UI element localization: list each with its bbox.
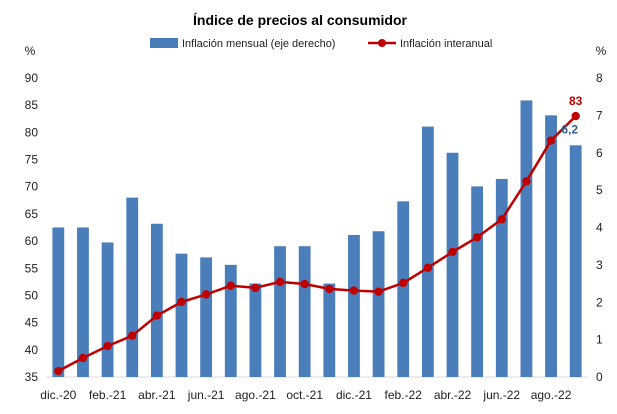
left-tick-label: 70 (25, 180, 39, 194)
right-tick-label: 0 (596, 370, 603, 384)
monthly-bar (397, 201, 410, 377)
annual-point (201, 290, 211, 299)
monthly-bar (126, 197, 139, 377)
annual-point (497, 215, 506, 224)
chart-title: Índice de precios al consumidor (193, 12, 407, 28)
annual-point (325, 284, 334, 294)
right-tick-label: 5 (596, 183, 603, 197)
right-tick-label: 3 (596, 258, 603, 272)
annual-point (571, 111, 580, 121)
monthly-bar (372, 231, 385, 377)
monthly-bar (52, 227, 65, 377)
annual-point (448, 247, 457, 257)
x-tick-label: abr.-22 (434, 388, 472, 402)
monthly-bar (200, 257, 213, 377)
annual-point (275, 277, 285, 287)
annual-point (374, 287, 383, 296)
left-axis-unit: % (25, 44, 36, 58)
x-tick-label: ago.-22 (531, 388, 572, 402)
left-tick-label: 65 (25, 207, 39, 221)
monthly-bar (421, 126, 434, 378)
monthly-last-value-label: 6,2 (561, 122, 578, 136)
right-axis-unit: % (596, 44, 607, 58)
left-tick-label: 75 (25, 153, 39, 167)
x-tick-label: dic.-21 (336, 388, 372, 402)
annual-point (349, 286, 359, 295)
x-tick-label: abr.-21 (138, 388, 176, 402)
annual-point (423, 263, 433, 272)
annual-point (522, 177, 531, 186)
monthly-bar (495, 178, 508, 377)
monthly-bar (175, 253, 188, 377)
right-tick-label: 6 (596, 146, 603, 160)
annual-point (152, 311, 162, 320)
monthly-bar (520, 100, 533, 378)
legend-label-annual: Inflación interanual (400, 38, 492, 50)
monthly-bar (348, 234, 360, 377)
monthly-bar (323, 283, 336, 377)
annual-point (226, 281, 235, 290)
x-tick-label: oct.-21 (286, 388, 323, 402)
monthly-bar (101, 242, 114, 377)
left-tick-label: 45 (25, 316, 39, 330)
monthly-bar (298, 246, 311, 377)
monthly-bar (274, 246, 286, 377)
x-tick-label: dic.-20 (40, 388, 76, 402)
monthly-bar (471, 186, 484, 377)
x-tick-label: ago.-21 (235, 388, 276, 402)
legend-swatch-monthly (150, 38, 178, 48)
annual-point (546, 136, 556, 145)
left-tick-label: 90 (25, 71, 39, 85)
annual-last-value-label: 83 (569, 94, 583, 108)
left-tick-label: 40 (25, 343, 39, 357)
left-tick-label: 50 (25, 288, 39, 302)
annual-line-path (57, 115, 577, 373)
left-axis-ticks: 35 40 45 50 55 60 65 70 75 80 85 90 (25, 71, 39, 384)
x-tick-label: feb.-22 (385, 388, 423, 402)
legend-label-monthly: Inflación mensual (eje derecho) (182, 38, 335, 50)
data-annotations: 836,2 (561, 94, 582, 136)
left-tick-label: 80 (25, 125, 39, 139)
monthly-bar (446, 152, 459, 377)
annual-point (251, 283, 260, 293)
annual-point (399, 278, 408, 288)
monthly-bar (249, 283, 262, 377)
annual-point (54, 366, 63, 376)
x-tick-label: feb.-21 (89, 388, 127, 402)
monthly-bar (224, 264, 237, 377)
annual-point (177, 297, 186, 307)
annual-point (128, 331, 137, 340)
monthly-bars (52, 100, 582, 378)
annual-point (472, 233, 482, 242)
monthly-bar (150, 223, 163, 377)
left-tick-label: 55 (25, 261, 39, 275)
monthly-bar (545, 115, 557, 377)
x-tick-label: jun.-22 (482, 388, 520, 402)
right-tick-label: 2 (596, 295, 603, 309)
x-tick-label: jun.-21 (187, 388, 225, 402)
right-axis-ticks: 0 1 2 3 4 5 6 7 8 (596, 71, 603, 384)
legend: Inflación mensual (eje derecho) Inflació… (150, 38, 492, 50)
annual-point (300, 279, 309, 289)
legend-swatch-annual-marker (378, 39, 386, 47)
right-tick-label: 8 (596, 71, 603, 85)
left-tick-label: 60 (25, 234, 39, 248)
annual-line (54, 111, 580, 376)
left-tick-label: 35 (25, 370, 39, 384)
x-axis-ticks: dic.-20 feb.-21 abr.-21 jun.-21 ago.-21 oct.-… (40, 388, 571, 402)
annual-point (78, 353, 88, 363)
right-tick-label: 1 (596, 333, 603, 347)
right-tick-label: 4 (596, 221, 603, 235)
monthly-bar (77, 227, 89, 377)
right-tick-label: 7 (596, 108, 603, 122)
monthly-bar (569, 145, 582, 377)
left-tick-label: 85 (25, 98, 39, 112)
annual-point (103, 341, 112, 351)
